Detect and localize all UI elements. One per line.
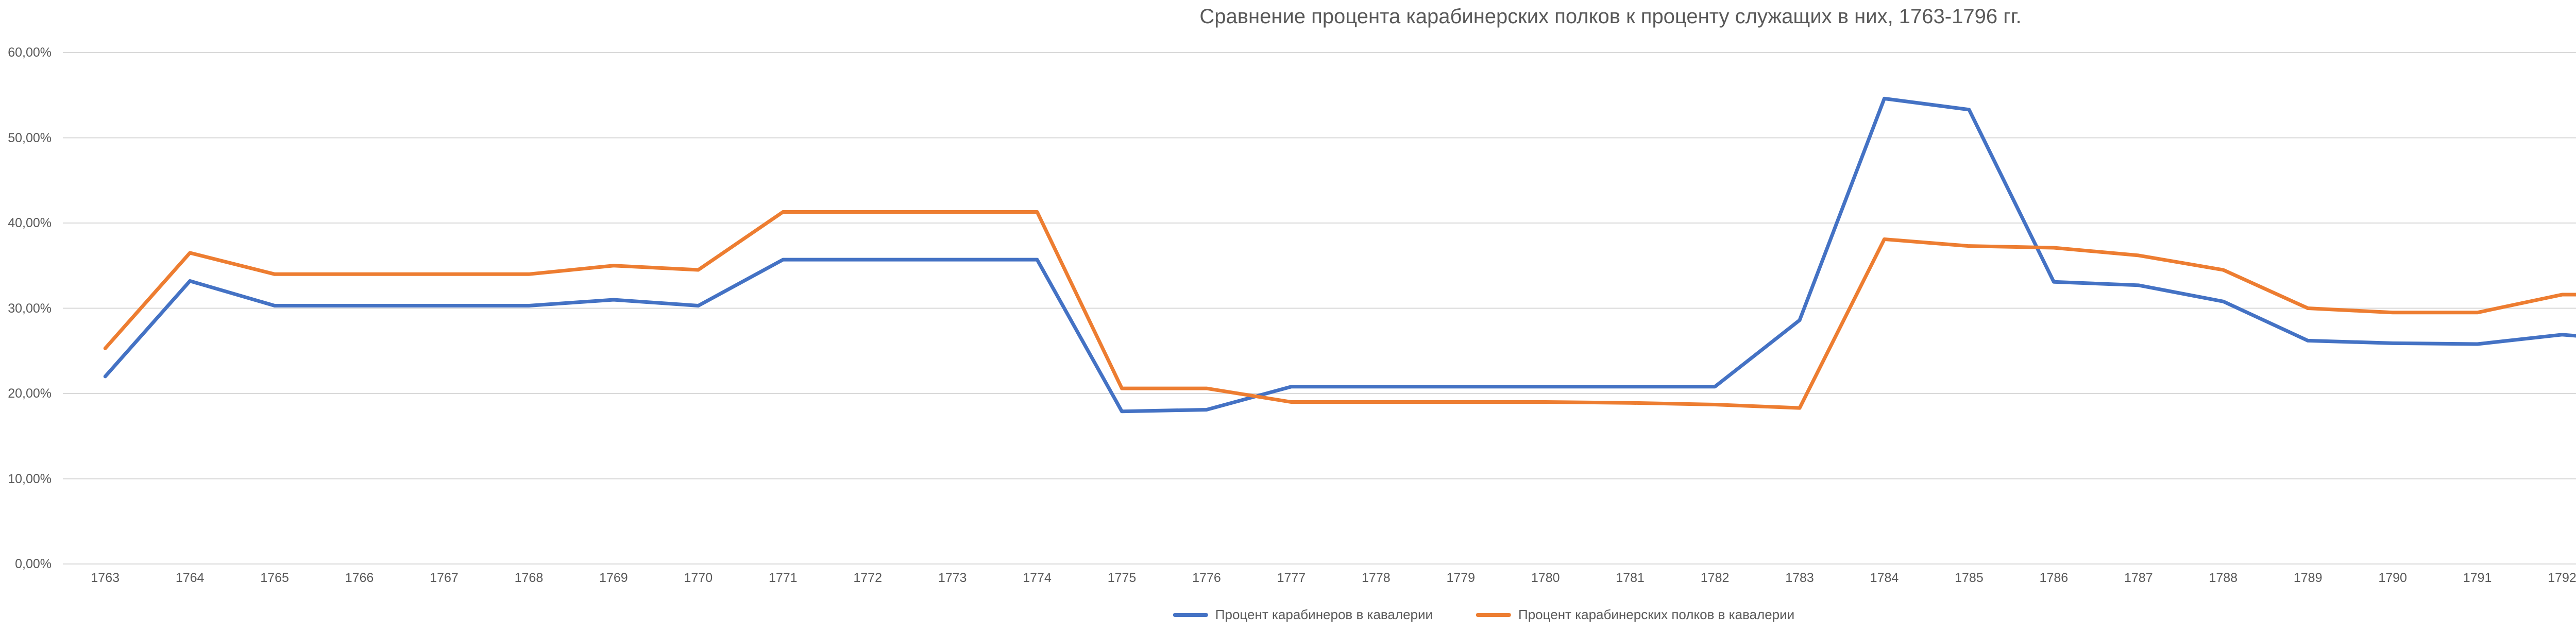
x-tick-label: 1791 xyxy=(2463,571,2492,585)
x-tick-label: 1768 xyxy=(514,571,544,585)
x-tick-label: 1784 xyxy=(1870,571,1899,585)
x-tick-label: 1788 xyxy=(2209,571,2238,585)
x-tick-label: 1767 xyxy=(430,571,459,585)
x-tick-label: 1771 xyxy=(768,571,798,585)
x-tick-label: 1777 xyxy=(1277,571,1306,585)
x-tick-label: 1782 xyxy=(1700,571,1730,585)
x-tick-label: 1770 xyxy=(684,571,713,585)
x-tick-label: 1773 xyxy=(938,571,967,585)
x-tick-label: 1789 xyxy=(2293,571,2323,585)
x-tick-label: 1779 xyxy=(1446,571,1476,585)
x-tick-label: 1790 xyxy=(2378,571,2407,585)
legend-label: Процент карабинерских полков в кавалерии xyxy=(1518,607,1795,622)
x-tick-label: 1787 xyxy=(2124,571,2153,585)
chart-title: Сравнение процента карабинерских полков … xyxy=(1199,5,2022,28)
x-tick-label: 1778 xyxy=(1362,571,1391,585)
legend-label: Процент карабинеров в кавалерии xyxy=(1215,607,1433,622)
y-tick-label: 20,00% xyxy=(8,386,52,401)
legend-item-percent-polkov: Процент карабинерских полков в кавалерии xyxy=(1476,607,1794,623)
legend: Процент карабинеров в кавалерии Процент … xyxy=(1173,607,1794,623)
x-tick-label: 1775 xyxy=(1107,571,1137,585)
x-tick-label: 1772 xyxy=(853,571,882,585)
x-tick-label: 1786 xyxy=(2039,571,2069,585)
series-line-0 xyxy=(103,96,2576,414)
y-tick-label: 40,00% xyxy=(8,216,52,230)
x-tick-label: 1769 xyxy=(599,571,628,585)
x-tick-label: 1792 xyxy=(2548,571,2576,585)
series-line-1 xyxy=(103,210,2576,410)
x-tick-label: 1781 xyxy=(1616,571,1645,585)
legend-line-marker-blue xyxy=(1173,612,1208,617)
x-tick-label: 1785 xyxy=(1955,571,1984,585)
x-tick-label: 1764 xyxy=(175,571,205,585)
x-tick-label: 1766 xyxy=(345,571,374,585)
x-tick-label: 1765 xyxy=(260,571,289,585)
x-tick-label: 1783 xyxy=(1785,571,1814,585)
y-tick-label: 10,00% xyxy=(8,471,52,486)
legend-line-marker-orange xyxy=(1476,612,1512,617)
x-tick-label: 1780 xyxy=(1531,571,1560,585)
x-tick-label: 1776 xyxy=(1192,571,1221,585)
y-tick-label: 0,00% xyxy=(15,557,52,571)
y-tick-label: 30,00% xyxy=(8,301,52,316)
y-tick-label: 50,00% xyxy=(8,130,52,145)
x-tick-label: 1763 xyxy=(91,571,120,585)
y-tick-label: 60,00% xyxy=(8,45,52,60)
x-tick-label: 1774 xyxy=(1023,571,1052,585)
legend-item-percent-karabinerov: Процент карабинеров в кавалерии xyxy=(1173,607,1433,623)
